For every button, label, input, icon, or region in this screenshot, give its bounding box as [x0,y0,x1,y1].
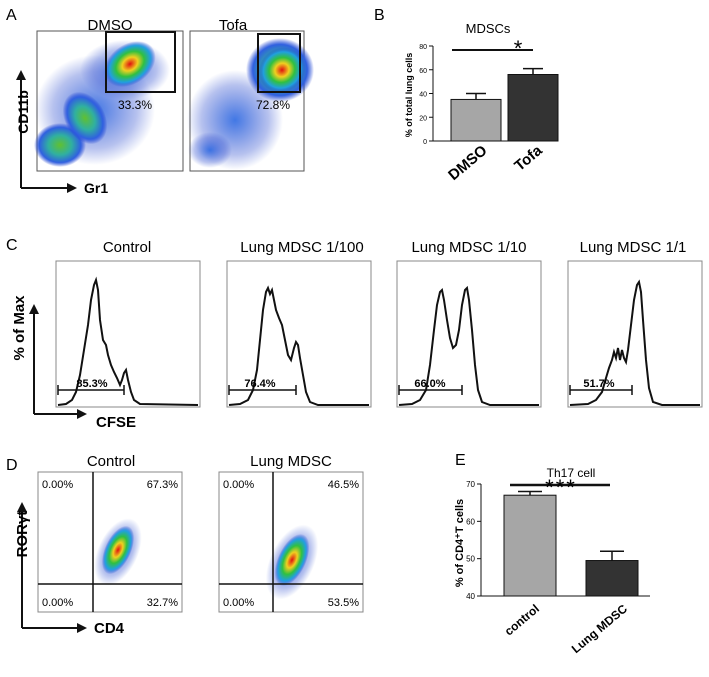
panel-d-y-axis: RORγt [14,511,31,558]
chart-b-ylabel: % of total lung cells [404,53,414,138]
chartB-ytick-label-0: 0 [423,139,427,146]
hist-title-0: Control [103,239,151,256]
chartB-ytick-label-4: 80 [419,44,427,51]
chartB-bar-1 [507,74,559,142]
hist-percent-1: 76.4% [244,378,275,390]
histogram-lung-mdsc-1-1: 51.7% [567,260,703,408]
hist-percent-0: 85.3% [76,378,107,390]
panel-a-title-tofa: Tofa [219,17,248,34]
chart-e-cat-0: control [502,602,542,639]
chartB-bar-0 [450,98,502,142]
chartB-ytick-label-3: 60 [419,68,427,75]
panel-d-x-axis: CD4 [94,620,125,637]
panel-c: Control Lung MDSC 1/100 Lung MDSC 1/10 L… [11,239,703,431]
chart-b-title: MDSCs [466,21,511,36]
panel-a-x-axis: Gr1 [84,180,108,196]
panel-letter-a: A [6,7,17,24]
quad-ll-control: 0.00% [42,597,73,609]
panel-letter-e: E [455,452,466,469]
quad-ur-mdsc: 46.5% [328,479,359,491]
chart-b-cat-1: Tofa [511,142,546,175]
chartE-bar-0 [503,494,557,597]
significance-mark-b: * [514,36,523,61]
gate-box-tofa [257,33,301,93]
panel-c-y-axis: % of Max [11,295,28,361]
histogram-lung-mdsc-1-100: 76.4% [226,260,372,408]
hist-title-2: Lung MDSC 1/10 [411,239,526,256]
chartE-ytick-label-3: 70 [466,480,475,489]
panel-letter-c: C [6,237,18,254]
chart-b-cat-0: DMSO [445,142,491,184]
chart-e-cat-1: Lung MDSC [569,601,630,656]
quad-ur-control: 67.3% [147,479,178,491]
chartB-ytick-label-1: 20 [419,115,427,122]
gate-percent-tofa: 72.8% [256,98,290,112]
quad-ul-mdsc: 0.00% [223,479,254,491]
dot-plot-dmso: 33.3% [34,30,184,172]
panel-letter-b: B [374,7,385,24]
panel-letter-d: D [6,457,18,474]
chartE-ytick-label-2: 60 [466,517,475,526]
quad-lr-mdsc: 53.5% [328,597,359,609]
hist-percent-2: 66.0% [414,378,445,390]
panel-d-title-control: Control [87,453,135,470]
histogram-lung-mdsc-1-10: 66.0% [396,260,542,408]
dot-plot-tofa: 72.8% [187,30,314,172]
panel-d: Control Lung MDSC 0.00% 67.3% 0.00% 32.7… [14,453,364,637]
panel-c-x-axis: CFSE [96,414,136,431]
chartB-ytick-label-2: 40 [419,92,427,99]
hist-title-3: Lung MDSC 1/1 [580,239,687,256]
gate-box-dmso [105,31,176,93]
quadrant-plot-lung-mdsc: 0.00% 46.5% 0.00% 53.5% [218,471,364,613]
chartE-ytick-label-0: 40 [466,592,475,601]
quad-ll-mdsc: 0.00% [223,597,254,609]
significance-mark-e: *** [545,475,577,500]
chart-e-title: Th17 cell [547,466,596,480]
chart-e-ylabel: % of CD4⁺T cells [454,499,466,587]
hist-percent-3: 51.7% [583,378,614,390]
quad-ul-control: 0.00% [42,479,73,491]
panel-a-title-dmso: DMSO [88,17,133,34]
gate-percent-dmso: 33.3% [118,98,152,112]
chartE-ytick-label-1: 50 [466,555,475,564]
panel-a: DMSO Tofa 33.3% 72.8% CD11b [15,17,314,196]
panel-d-title-mdsc: Lung MDSC [250,453,332,470]
hist-title-1: Lung MDSC 1/100 [240,239,363,256]
panel-a-y-axis: CD11b [15,90,31,134]
quad-lr-control: 32.7% [147,597,178,609]
histogram-control: 85.3% [55,260,201,408]
chartE-bar-1 [585,560,639,597]
quadrant-plot-control: 0.00% 67.3% 0.00% 32.7% [37,471,183,613]
